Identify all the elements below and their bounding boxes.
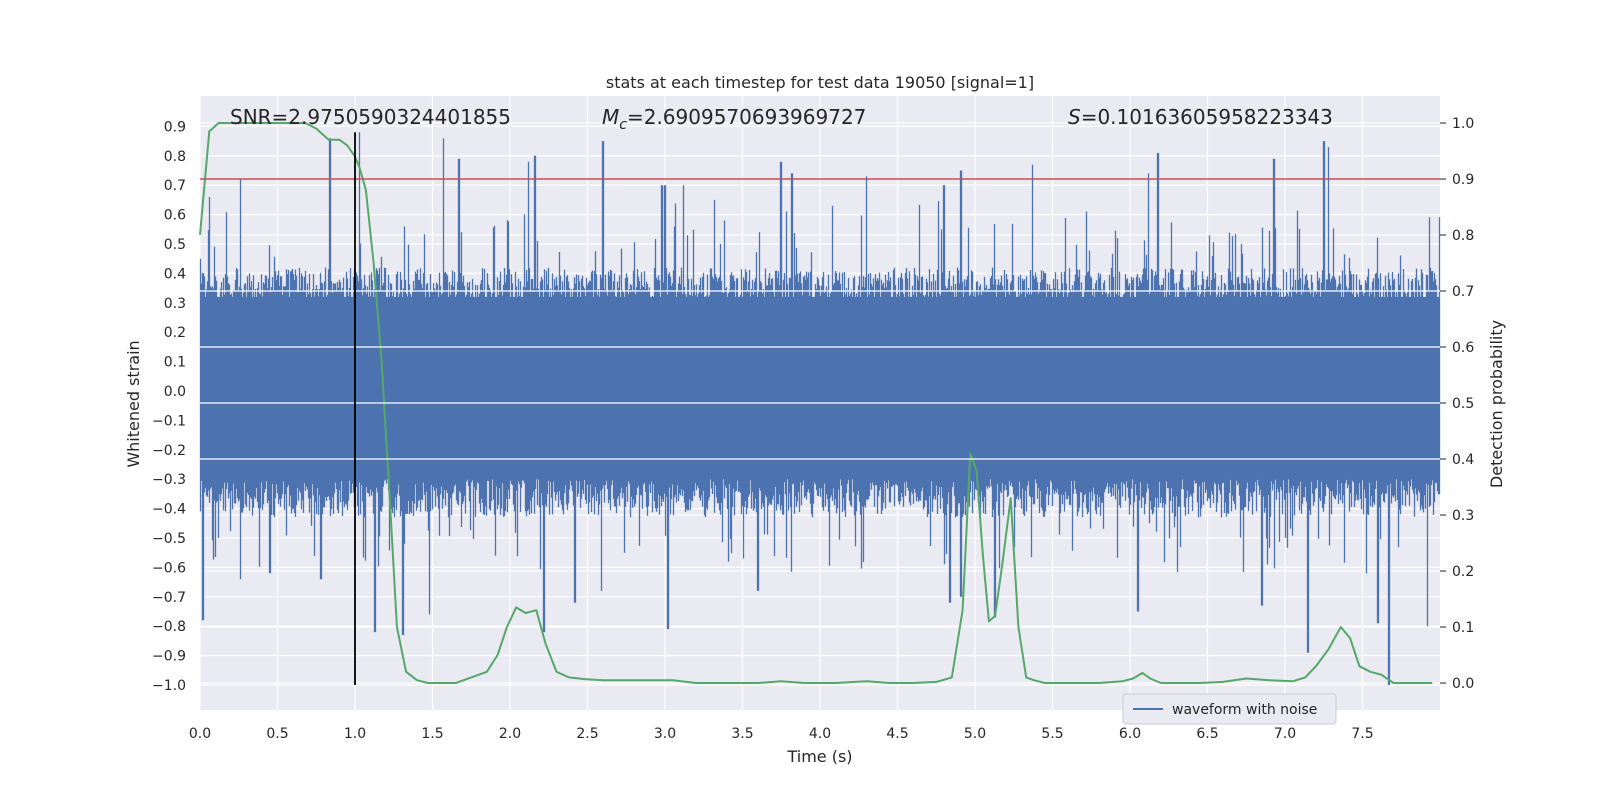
y-tick-label: 0.8 bbox=[164, 149, 186, 165]
chirp-mass-annotation: Mc=2.6909570693969727 bbox=[602, 105, 866, 133]
y2-tick-label: 0.1 bbox=[1452, 620, 1474, 636]
y-tick-label: −0.2 bbox=[152, 443, 186, 459]
y-tick-label: 0.0 bbox=[164, 384, 186, 400]
x-tick-label: 6.5 bbox=[1196, 726, 1218, 742]
y2-tick-label: 0.3 bbox=[1452, 508, 1474, 524]
y-tick-label: 0.3 bbox=[164, 296, 186, 312]
y-axis-ticks: 0.9 0.8 0.7 0.6 0.5 0.4 0.3 0.2 0.1 0.0 −0.1 −0.2 −0… bbox=[152, 119, 186, 694]
x-tick-label: 7.0 bbox=[1274, 726, 1296, 742]
probability-line bbox=[199, 122, 1433, 684]
y-tick-label: 0.5 bbox=[164, 237, 186, 253]
chart-title: stats at each timestep for test data 190… bbox=[606, 73, 1034, 92]
chirp-mass-subscript: c bbox=[619, 117, 627, 133]
s-value: =0.10163605958223343 bbox=[1081, 105, 1333, 129]
y-tick-label: −0.8 bbox=[152, 619, 186, 635]
waveform-series bbox=[199, 132, 1441, 685]
y-tick-label: 0.6 bbox=[164, 208, 186, 224]
y-tick-label: 0.2 bbox=[164, 325, 186, 341]
x-tick-label: 4.5 bbox=[886, 726, 908, 742]
y-tick-label: −0.4 bbox=[152, 502, 186, 518]
y-tick-label: −0.9 bbox=[152, 649, 186, 665]
y-tick-label: −0.6 bbox=[152, 560, 186, 576]
s-annotation: S=0.10163605958223343 bbox=[1068, 105, 1333, 129]
y-tick-label: 0.7 bbox=[164, 178, 186, 194]
legend-entry: waveform with noise bbox=[1172, 702, 1317, 718]
y2-tick-label: 0.2 bbox=[1452, 564, 1474, 580]
x-tick-label: 5.5 bbox=[1041, 726, 1063, 742]
y-tick-label: −0.7 bbox=[152, 590, 186, 606]
x-tick-label: 1.5 bbox=[421, 726, 443, 742]
x-tick-label: 2.5 bbox=[576, 726, 598, 742]
x-tick-label: 0.5 bbox=[266, 726, 288, 742]
x-axis-ticks: 0.0 0.5 1.0 1.5 2.0 2.5 3.0 3.5 4.0 4.5 5.0 5.5 6.0 6… bbox=[189, 726, 1374, 742]
y2-tick-label: 0.5 bbox=[1452, 396, 1474, 412]
y2-axis-ticks: 1.0 0.9 0.8 0.7 0.6 0.5 0.4 0.3 0.2 0.1 0.0 bbox=[1440, 116, 1474, 692]
y-tick-label: 0.1 bbox=[164, 355, 186, 371]
legend-box bbox=[1122, 693, 1337, 725]
y2-tick-label: 0.8 bbox=[1452, 228, 1474, 244]
y2-axis-label: Detection probability bbox=[1487, 320, 1506, 488]
s-symbol: S bbox=[1068, 105, 1081, 129]
y2-tick-label: 0.6 bbox=[1452, 340, 1474, 356]
y-tick-label: 0.9 bbox=[164, 119, 186, 135]
chirp-mass-symbol: M bbox=[602, 105, 619, 129]
x-tick-label: 5.0 bbox=[964, 726, 986, 742]
x-tick-label: 1.0 bbox=[344, 726, 366, 742]
y2-tick-label: 0.9 bbox=[1452, 172, 1474, 188]
y2-tick-label: 0.7 bbox=[1452, 284, 1474, 300]
x-tick-label: 7.5 bbox=[1351, 726, 1373, 742]
x-tick-label: 3.0 bbox=[654, 726, 676, 742]
y2-tick-label: 0.4 bbox=[1452, 452, 1474, 468]
y-axis-label: Whitened strain bbox=[124, 340, 143, 467]
probability-series bbox=[199, 122, 1433, 684]
chirp-mass-value: =2.6909570693969727 bbox=[627, 105, 866, 129]
x-tick-label: 4.0 bbox=[809, 726, 831, 742]
x-tick-label: 6.0 bbox=[1119, 726, 1141, 742]
y-tick-label: −0.5 bbox=[152, 531, 186, 547]
y2-tick-label: 0.0 bbox=[1452, 676, 1474, 692]
x-tick-label: 0.0 bbox=[189, 726, 211, 742]
y2-tick-label: 1.0 bbox=[1452, 116, 1474, 132]
snr-annotation: SNR=2.9750590324401855 bbox=[230, 105, 511, 129]
x-tick-label: 3.5 bbox=[731, 726, 753, 742]
overlays bbox=[200, 132, 1440, 685]
waveform-core bbox=[200, 296, 1440, 480]
y-tick-label: −0.3 bbox=[152, 472, 186, 488]
y-tick-label: −1.0 bbox=[152, 678, 186, 694]
x-axis-label: Time (s) bbox=[786, 747, 852, 766]
legend: waveform with noise bbox=[1122, 693, 1337, 725]
y-tick-label: 0.4 bbox=[164, 266, 186, 282]
x-tick-label: 2.0 bbox=[499, 726, 521, 742]
y-tick-label: −0.1 bbox=[152, 413, 186, 429]
